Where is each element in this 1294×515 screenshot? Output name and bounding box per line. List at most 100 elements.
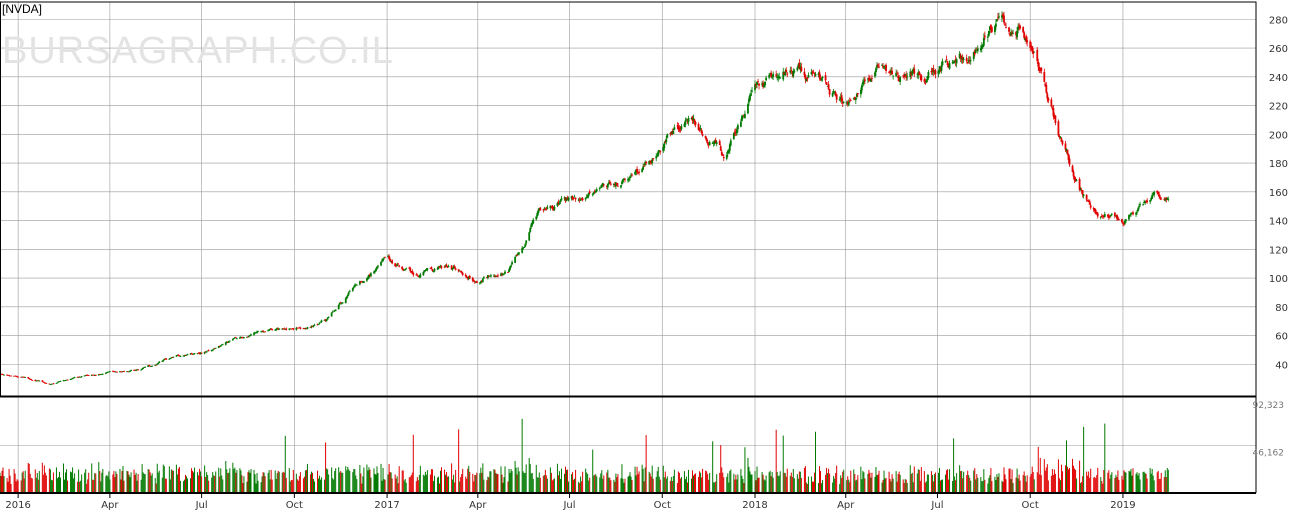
candle-body bbox=[330, 312, 333, 317]
time-tick-label: Jul bbox=[930, 500, 943, 510]
price-tick-label: 220 bbox=[1269, 102, 1288, 113]
candle-body bbox=[616, 183, 618, 186]
candle-body bbox=[913, 68, 916, 74]
candle-body bbox=[602, 184, 605, 186]
candle-body bbox=[425, 269, 428, 271]
candle-body bbox=[831, 93, 834, 97]
candle-body bbox=[617, 185, 619, 187]
candle-body bbox=[207, 350, 210, 352]
candle-body bbox=[198, 352, 201, 354]
candle-body bbox=[994, 26, 996, 33]
candle-body bbox=[122, 371, 124, 373]
candle-body bbox=[219, 345, 222, 347]
price-tick-label: 260 bbox=[1269, 44, 1288, 55]
candle-body bbox=[697, 124, 700, 130]
candle-body bbox=[27, 377, 30, 379]
candle-body bbox=[412, 272, 415, 275]
candle-body bbox=[523, 247, 526, 248]
candle-body bbox=[841, 102, 844, 104]
candle-body bbox=[1139, 204, 1141, 206]
candle-body bbox=[1157, 191, 1160, 195]
candle-body bbox=[1019, 25, 1022, 29]
candle-body bbox=[659, 151, 662, 152]
candle-body bbox=[987, 30, 990, 36]
candle-body bbox=[432, 270, 435, 272]
candle-body bbox=[340, 303, 343, 305]
candle-body bbox=[742, 116, 744, 118]
candle-body bbox=[587, 192, 590, 196]
candle-body bbox=[514, 256, 517, 263]
candle-body bbox=[241, 337, 243, 339]
candle-body bbox=[924, 82, 927, 84]
candle-body bbox=[714, 140, 717, 143]
candle-body bbox=[212, 348, 215, 350]
candle-body bbox=[375, 268, 377, 272]
candle-body bbox=[567, 197, 570, 201]
candle-body bbox=[1057, 121, 1060, 136]
candle-body bbox=[231, 338, 234, 341]
candle-body bbox=[1144, 201, 1147, 204]
candle-body bbox=[941, 61, 944, 65]
candle-body bbox=[366, 278, 368, 281]
candle-body bbox=[275, 328, 278, 331]
candle-body bbox=[369, 274, 371, 276]
candle-body bbox=[299, 327, 302, 329]
candle-body bbox=[1050, 99, 1053, 107]
candle-body bbox=[574, 197, 577, 200]
candle-body bbox=[444, 265, 447, 267]
candle-body bbox=[282, 328, 285, 330]
candle-body bbox=[445, 264, 448, 267]
candle-body bbox=[727, 149, 730, 153]
candle-body bbox=[806, 77, 809, 79]
candle-body bbox=[368, 274, 370, 278]
candle-body bbox=[446, 266, 449, 268]
candle-body bbox=[213, 348, 216, 349]
candle-body bbox=[474, 281, 477, 283]
candle-body bbox=[189, 353, 192, 355]
candle-body bbox=[586, 194, 589, 198]
candle-body bbox=[426, 268, 429, 270]
candle-body bbox=[232, 338, 235, 339]
candle-body bbox=[256, 331, 258, 333]
candle-body bbox=[824, 75, 827, 81]
candle-body bbox=[595, 189, 598, 192]
candle-body bbox=[6, 374, 8, 376]
candle-body bbox=[15, 375, 18, 377]
candle-body bbox=[156, 363, 159, 365]
candle-body bbox=[890, 70, 892, 74]
candle-body bbox=[218, 345, 221, 347]
candle-body bbox=[374, 271, 376, 273]
candle-body bbox=[643, 165, 646, 167]
candle-body bbox=[1125, 219, 1127, 222]
candle-body bbox=[1037, 61, 1040, 67]
candle-body bbox=[248, 336, 250, 337]
candle-body bbox=[177, 354, 180, 356]
candle-body bbox=[1156, 190, 1159, 193]
candle-body bbox=[417, 275, 420, 277]
candle-body bbox=[860, 85, 863, 91]
candle-body bbox=[828, 89, 831, 95]
candle-body bbox=[756, 81, 758, 85]
candle-body bbox=[45, 382, 48, 384]
candle-body bbox=[663, 143, 666, 149]
time-tick-label: Apr bbox=[837, 500, 855, 510]
time-tick-label: Jul bbox=[195, 500, 208, 510]
candle-body bbox=[411, 270, 414, 274]
candle-body bbox=[1109, 215, 1112, 216]
candle-body bbox=[1043, 71, 1046, 82]
candle-body bbox=[44, 382, 47, 384]
candle-body bbox=[889, 70, 891, 72]
candle-body bbox=[835, 94, 838, 100]
candle-body bbox=[447, 266, 450, 268]
candle-body bbox=[277, 328, 280, 330]
candle-body bbox=[692, 118, 695, 121]
candle-body bbox=[764, 81, 766, 86]
candle-body bbox=[325, 320, 328, 322]
candle-body bbox=[106, 371, 109, 373]
candle-body bbox=[762, 83, 764, 88]
candle-body bbox=[749, 95, 751, 101]
candle-body bbox=[1137, 208, 1139, 211]
candle-body bbox=[671, 131, 674, 135]
candle-body bbox=[676, 125, 679, 127]
candle-body bbox=[899, 77, 902, 82]
